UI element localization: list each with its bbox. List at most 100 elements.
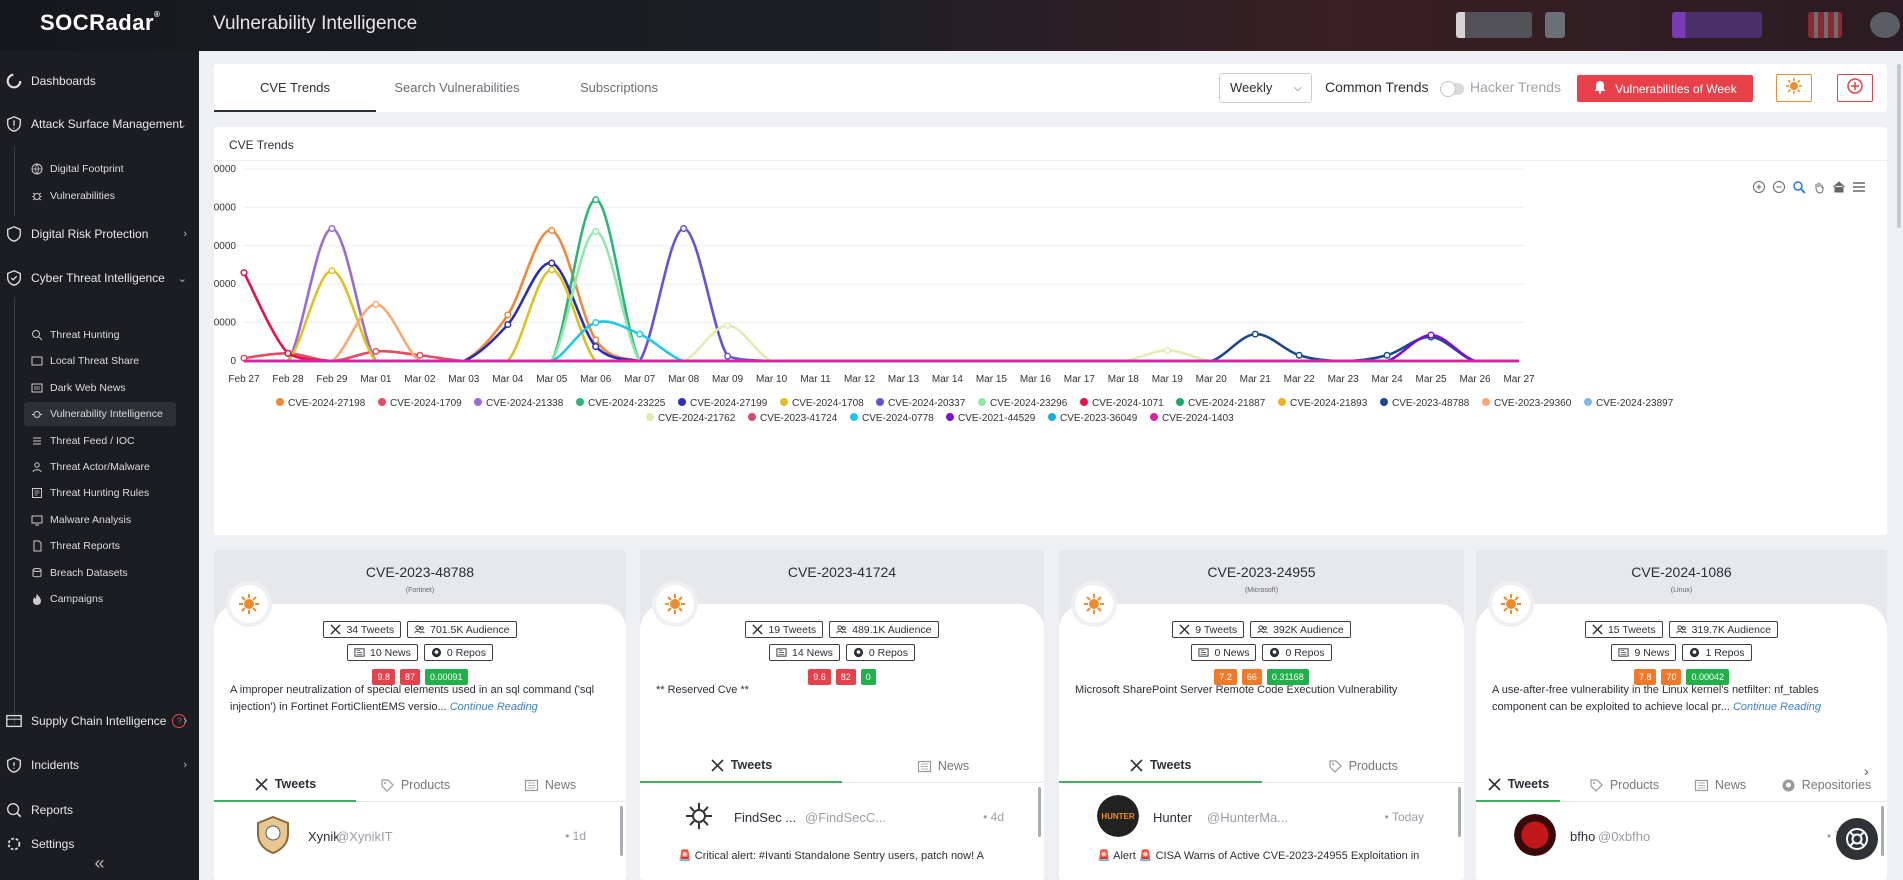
tweets-count[interactable]: 9 Tweets [1172, 621, 1245, 638]
help-icon[interactable]: ? [172, 714, 187, 728]
sidebar-item-drp[interactable]: Digital Risk Protection › [0, 221, 199, 247]
continue-reading-link[interactable]: Continue Reading [449, 701, 538, 713]
audience-count[interactable]: 392K Audience [1250, 621, 1351, 638]
x-tick-label: Mar 11 [800, 374, 831, 385]
card-tab-repositories[interactable]: Repositories [1766, 768, 1886, 802]
card-tab-tweets[interactable]: Tweets [214, 768, 356, 802]
redacted-company[interactable] [1672, 12, 1762, 38]
redacted-icon[interactable] [1808, 12, 1842, 38]
sidebar-item-dashboards[interactable]: Dashboards [0, 68, 199, 94]
home-reset-icon[interactable] [1831, 179, 1847, 195]
add-button[interactable] [1837, 74, 1873, 102]
repos-count[interactable]: 0 Repos [423, 644, 493, 661]
sidebar-item-settings[interactable]: Settings [0, 835, 199, 853]
tweet-item[interactable]: HUNTER Hunter @HunterMa... • Today 🚨 Alert 🚨… [1059, 785, 1464, 862]
toggle-knob [1440, 81, 1456, 97]
sidebar-item-threat-hunting-rules[interactable]: Threat Hunting Rules [24, 481, 176, 505]
sidebar-item-vulnerabilities[interactable]: Vulnerabilities [24, 184, 176, 208]
card-tab-products[interactable]: Products [356, 768, 474, 802]
news-count[interactable]: 14 News [769, 644, 840, 661]
sidebar-item-reports[interactable]: Reports [0, 797, 199, 823]
repos-count[interactable]: 1 Repos [1682, 644, 1752, 661]
collapse-sidebar-button[interactable]: « [94, 853, 105, 873]
card-tab-tweets[interactable]: Tweets [640, 749, 842, 783]
legend-label: CVE-2024-1403 [1162, 413, 1234, 424]
vulnerabilities-of-week-button[interactable]: Vulnerabilities of Week [1577, 75, 1753, 102]
card-tab-news[interactable]: News [474, 768, 626, 802]
tab-label: Products [1348, 759, 1398, 773]
trends-toggle[interactable] [1440, 81, 1464, 97]
tweets-count[interactable]: 34 Tweets [323, 621, 402, 638]
sidebar-item-local-threat-share[interactable]: Local Threat Share [24, 349, 176, 373]
repos-count[interactable]: 0 Repos [1262, 644, 1332, 661]
zoom-out-icon[interactable] [1771, 179, 1787, 195]
hacker-bug-button[interactable] [1776, 74, 1812, 102]
sidebar-item-incidents[interactable]: Incidents › [0, 752, 199, 778]
tweet-item[interactable]: Xynik @XynikIT • 1d [214, 804, 626, 864]
cve-id[interactable]: CVE-2024-1086 [1631, 564, 1732, 580]
sidebar-item-threat-feed-ioc[interactable]: Threat Feed / IOC [24, 429, 176, 453]
news-count[interactable]: 0 News [1191, 644, 1257, 661]
chevron-right-icon[interactable]: › [1864, 763, 1869, 779]
audience-count[interactable]: 701.5K Audience [407, 621, 517, 638]
sidebar-item-campaigns[interactable]: Campaigns [24, 587, 176, 611]
continue-reading-link[interactable]: Continue Reading [1732, 701, 1822, 713]
pan-hand-icon[interactable] [1811, 179, 1827, 195]
tab-search-vulnerabilities[interactable]: Search Vulnerabilities [394, 80, 520, 95]
zoom-in-icon[interactable] [1751, 179, 1767, 195]
card-tab-news[interactable]: News [1676, 768, 1764, 802]
news-count[interactable]: 9 News [1611, 644, 1677, 661]
card-tab-tweets[interactable]: Tweets [1476, 768, 1560, 802]
card-tab-tweets[interactable]: Tweets [1059, 749, 1262, 783]
audience-count[interactable]: 489.1K Audience [829, 621, 939, 638]
period-select[interactable]: Weekly ⌵ [1219, 73, 1312, 103]
card-scrollbar[interactable] [1038, 787, 1041, 837]
sidebar-item-digital-footprint[interactable]: Digital Footprint [24, 157, 176, 181]
page-scrollbar[interactable] [1897, 64, 1901, 228]
sidebar-item-supply-chain[interactable]: Supply Chain Intelligence ? › [0, 708, 199, 734]
cve-id[interactable]: CVE-2023-48788 [365, 564, 475, 580]
sidebar-item-threat-hunting[interactable]: Threat Hunting [24, 323, 176, 347]
series-line-CVE-2024-21338 [244, 227, 1519, 363]
sidebar-item-breach-datasets[interactable]: Breach Datasets [24, 561, 176, 585]
sidebar-item-malware-analysis[interactable]: Malware Analysis [24, 508, 176, 532]
tab-subscriptions[interactable]: Subscriptions [579, 80, 659, 95]
sidebar-item-cti[interactable]: Cyber Threat Intelligence ⌄ [0, 265, 199, 291]
tweet-item[interactable]: FindSec ... @FindSecC... • 4d 🚨 Critical al… [640, 785, 1044, 862]
cve-id[interactable]: CVE-2023-24955 [1207, 564, 1316, 580]
tweets-count[interactable]: 15 Tweets [1584, 621, 1663, 638]
cve-vendor: (Linux) [1670, 587, 1693, 594]
tweet-author[interactable]: bfho [1570, 829, 1596, 844]
tweet-author[interactable]: Xynik [308, 829, 340, 844]
socradar-logo[interactable]: SOCRadar® [40, 10, 161, 35]
sidebar-item-threat-reports[interactable]: Threat Reports [24, 534, 176, 558]
menu-icon[interactable] [1851, 179, 1867, 195]
user-avatar[interactable] [1870, 12, 1900, 38]
card-tab-products[interactable]: Products [1574, 768, 1674, 802]
audience-count[interactable]: 319.7K Audience [1668, 621, 1779, 638]
card-scrollbar[interactable] [1881, 806, 1884, 856]
repos-count[interactable]: 0 Repos [845, 644, 915, 661]
card-scrollbar[interactable] [620, 806, 623, 856]
tab-cve-trends[interactable]: CVE Trends [214, 64, 376, 112]
data-point [636, 330, 644, 338]
card-tab-news[interactable]: News [842, 749, 1044, 783]
tweets-count[interactable]: 19 Tweets [745, 621, 824, 638]
news-count[interactable]: 10 News [347, 644, 418, 661]
sidebar-item-threat-actor-malware[interactable]: Threat Actor/Malware [24, 455, 176, 479]
sidebar-item-dark-web-news[interactable]: Dark Web News [24, 376, 176, 400]
sidebar-item-asm[interactable]: Attack Surface Management ⌄ [0, 111, 199, 137]
cve-id[interactable]: CVE-2023-41724 [787, 564, 897, 580]
tweet-author[interactable]: FindSec ... [734, 810, 797, 825]
tweet-item[interactable]: bfho@0xbfho• To [1476, 804, 1887, 864]
db-icon [30, 566, 44, 580]
card-tab-products[interactable]: Products [1262, 749, 1465, 783]
pill-text: 19 Tweets [768, 623, 817, 636]
pill-text: 701.5K Audience [430, 623, 510, 636]
data-point [592, 319, 600, 327]
tweet-author[interactable]: Hunter [1153, 810, 1193, 825]
selection-zoom-icon[interactable] [1791, 179, 1807, 195]
sidebar-item-vulnerability-intelligence[interactable]: Vulnerability Intelligence [24, 402, 176, 427]
support-lifebuoy-button[interactable] [1836, 818, 1878, 860]
card-scrollbar[interactable] [1458, 787, 1461, 837]
